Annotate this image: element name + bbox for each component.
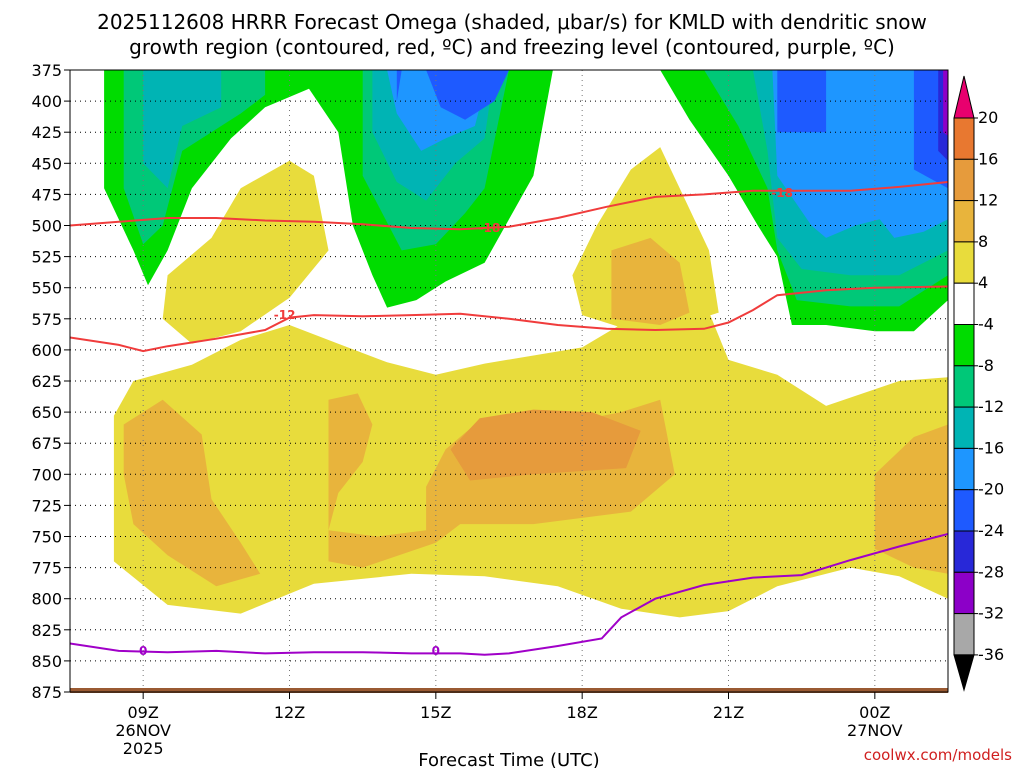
colorbar-band-3 xyxy=(953,241,975,284)
omega-shading xyxy=(104,70,948,618)
contour-line-0 xyxy=(70,181,948,231)
colorbar-label--20: -20 xyxy=(978,480,1004,499)
colorbar-label-8: 8 xyxy=(978,232,988,251)
omega-region-5 xyxy=(611,237,690,325)
x-tick-label-15Z: 15Z xyxy=(420,703,451,722)
x-tick-label-21Z: 21Z xyxy=(713,703,744,722)
y-tick-label-650: 650 xyxy=(31,403,62,422)
chart-title-line-2: growth region (contoured, red, ºC) and f… xyxy=(129,35,895,59)
colorbar-label-16: 16 xyxy=(978,149,998,168)
colorbar-band-2 xyxy=(953,200,975,243)
omega-region-23 xyxy=(943,70,948,136)
colorbar-label--28: -28 xyxy=(978,562,1004,581)
omega-region-20 xyxy=(777,70,827,133)
y-tick-label-425: 425 xyxy=(31,123,62,142)
x-tick-label-18Z: 18Z xyxy=(567,703,598,722)
y-tick-label-825: 825 xyxy=(31,621,62,640)
colorbar-band-11 xyxy=(953,571,975,615)
ground-strip xyxy=(70,688,948,693)
omega-region-7 xyxy=(450,409,641,481)
colorbar-band-5 xyxy=(953,324,975,367)
y-tick-label-775: 775 xyxy=(31,559,62,578)
colorbar-label--12: -12 xyxy=(978,397,1004,416)
grid-lines xyxy=(70,70,948,692)
credit-text: coolwx.com/models xyxy=(864,746,1012,764)
colorbar-bottom-arrow xyxy=(953,654,975,692)
omega-region-1 xyxy=(162,160,329,344)
x-tick-label-12Z: 12Z xyxy=(274,703,305,722)
colorbar-label--24: -24 xyxy=(978,521,1004,540)
colorbar-band-10 xyxy=(953,530,975,573)
colorbar-top-arrow xyxy=(953,75,975,119)
omega-region-3 xyxy=(123,399,261,587)
colorbar-band-1 xyxy=(953,158,975,202)
colorbar-band-0 xyxy=(953,117,975,160)
x-tick-label-00Z: 00Z xyxy=(859,703,890,722)
colorbar-label--16: -16 xyxy=(978,438,1004,457)
colorbar-label-4: 4 xyxy=(978,273,988,292)
contour-label-0-1: -18 xyxy=(771,186,793,200)
chart-title-line-1: 2025112608 HRRR Forecast Omega (shaded, … xyxy=(97,10,927,34)
colorbar-label-12: 12 xyxy=(978,191,998,210)
y-tick-label-375: 375 xyxy=(31,61,62,80)
y-axis: 375 400 425 450 475 500 525 550 575 600 625 650 675 7… xyxy=(31,61,70,702)
y-tick-label-675: 675 xyxy=(31,434,62,453)
y-tick-label-700: 700 xyxy=(31,465,62,484)
omega-region-13 xyxy=(143,70,222,189)
omega-region-18 xyxy=(396,70,402,102)
contour-line-1 xyxy=(70,285,948,353)
y-tick-label-450: 450 xyxy=(31,154,62,173)
y-tick-label-475: 475 xyxy=(31,185,62,204)
colorbar-band-12 xyxy=(953,613,975,656)
y-tick-label-750: 750 xyxy=(31,528,62,547)
colorbar-band-4 xyxy=(953,282,975,326)
colorbar-band-6 xyxy=(953,365,975,408)
x-tick-year: 2025 xyxy=(123,739,164,758)
colorbar-band-8 xyxy=(953,447,975,491)
x-axis-title: Forecast Time (UTC) xyxy=(418,750,599,768)
y-tick-label-850: 850 xyxy=(31,652,62,671)
y-tick-label-525: 525 xyxy=(31,248,62,267)
colorbar-label--36: -36 xyxy=(978,645,1004,664)
contour-line-2 xyxy=(70,533,948,656)
contour-lines: -18 -18 -12 0 0 xyxy=(70,181,948,658)
colorbar-label--4: -4 xyxy=(978,315,994,334)
contour-label-2-0: 0 xyxy=(139,644,147,658)
colorbar-band-9 xyxy=(953,489,975,532)
y-tick-label-500: 500 xyxy=(31,217,62,236)
y-tick-label-400: 400 xyxy=(31,92,62,111)
colorbar-label--32: -32 xyxy=(978,604,1004,623)
x-tick-date: 26NOV xyxy=(115,721,171,740)
x-tick-label-09Z: 09Z xyxy=(128,703,159,722)
y-tick-label-550: 550 xyxy=(31,279,62,298)
contour-label-1-0: -12 xyxy=(274,308,296,322)
y-tick-label-600: 600 xyxy=(31,341,62,360)
omega-region-19 xyxy=(426,70,509,120)
y-tick-label-875: 875 xyxy=(31,683,62,702)
y-tick-label-575: 575 xyxy=(31,310,62,329)
contour-label-2-1: 0 xyxy=(432,644,440,658)
contour-label-0-0: -18 xyxy=(479,221,501,235)
x-tick-date: 27NOV xyxy=(847,721,903,740)
colorbar-band-7 xyxy=(953,406,975,449)
y-tick-label-625: 625 xyxy=(31,372,62,391)
colorbar: 20 16 12 8 4 -4 -8 -12 -16 -20 -24 -28 -32 -36 xyxy=(953,75,1004,692)
y-tick-label-725: 725 xyxy=(31,496,62,515)
colorbar-label--8: -8 xyxy=(978,356,994,375)
colorbar-label-20: 20 xyxy=(978,108,998,127)
y-tick-label-800: 800 xyxy=(31,590,62,609)
omega-region-6 xyxy=(874,424,948,574)
